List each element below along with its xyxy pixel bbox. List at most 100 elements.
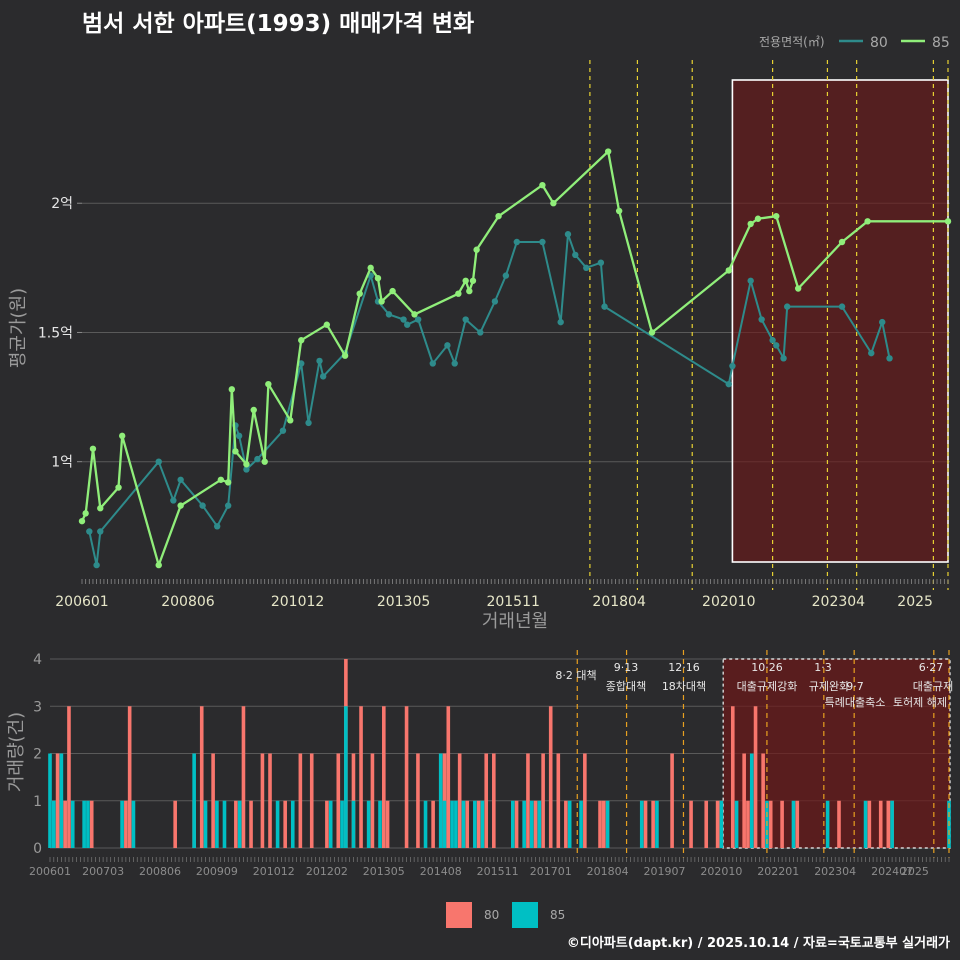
policy-name-label: 규제완화	[809, 680, 849, 693]
bar-80	[385, 800, 390, 848]
bar-80	[670, 753, 674, 848]
bar-80	[598, 800, 602, 848]
bar-85	[120, 800, 124, 848]
data-point-80	[316, 357, 323, 365]
data-point-80	[305, 419, 312, 427]
bar-80	[886, 800, 891, 848]
data-point-85	[82, 510, 89, 517]
bar-80	[211, 753, 215, 848]
bar-x-tick-label: 202010	[700, 865, 742, 878]
y-tick-label: 2억	[51, 196, 73, 212]
policy-date-label: 10·26	[751, 661, 783, 674]
data-point-80	[199, 502, 206, 509]
bar-85	[825, 800, 830, 848]
data-point-80	[235, 432, 243, 440]
data-point-80	[513, 238, 521, 246]
data-point-85	[648, 329, 656, 336]
bar-y-tick-label: 0	[33, 841, 42, 857]
data-point-80	[502, 272, 510, 279]
data-point-80	[414, 316, 422, 323]
data-point-80	[780, 355, 787, 362]
bar-x-tick-label: 200806	[139, 865, 181, 878]
data-point-85	[228, 386, 236, 393]
data-point-85	[411, 311, 418, 318]
bar-x-tick-label: 201408	[420, 865, 462, 878]
series-line-80	[88, 233, 891, 567]
bar-85	[442, 800, 447, 848]
data-point-80	[93, 561, 100, 569]
x-tick-label: 202010	[702, 594, 755, 610]
data-point-80	[298, 360, 305, 367]
data-point-80	[279, 427, 287, 434]
bar-80	[526, 753, 530, 848]
x-tick-label: 2025	[897, 594, 933, 610]
data-point-85	[287, 417, 294, 424]
x-tick-label: 201804	[592, 594, 646, 610]
bar-y-tick-label: 3	[33, 699, 42, 715]
policy-date-label: 8·2 대책	[555, 669, 596, 682]
data-point-80	[177, 476, 184, 483]
data-point-80	[879, 318, 886, 326]
x-tick-label: 202304	[812, 594, 866, 610]
bar-80	[768, 800, 773, 848]
bar-80	[867, 800, 872, 848]
bar-85	[328, 800, 333, 848]
policy-date-label: 1·3	[814, 661, 832, 674]
bar-80	[689, 800, 693, 848]
data-point-80	[539, 238, 546, 246]
data-point-80	[97, 528, 104, 535]
bar-85	[290, 800, 295, 848]
data-point-80	[477, 329, 484, 336]
data-point-80	[224, 502, 232, 509]
data-point-85	[232, 448, 239, 455]
bar-85	[86, 800, 90, 848]
data-point-80	[572, 251, 579, 259]
bar-85	[70, 800, 75, 848]
bar-y-axis-label: 거래량(건)	[6, 712, 27, 792]
bar-85	[351, 800, 356, 848]
data-point-80	[429, 360, 436, 367]
bar-y-tick-label: 1	[33, 794, 42, 810]
data-point-85	[155, 561, 162, 569]
data-point-85	[224, 479, 232, 486]
data-point-85	[747, 220, 754, 228]
bar-x-tick-label: 200909	[196, 865, 238, 878]
data-point-85	[473, 246, 480, 253]
data-point-85	[466, 287, 473, 295]
bar-85	[51, 800, 56, 848]
y-tick-label: 1억	[51, 455, 73, 471]
bar-85	[473, 800, 477, 848]
data-point-85	[217, 476, 225, 483]
data-point-80	[886, 355, 893, 362]
x-tick-label: 200806	[161, 594, 215, 610]
data-point-85	[794, 285, 802, 292]
bar-x-tick-label: 201202	[306, 865, 348, 878]
bar-legend-swatch-80	[446, 902, 472, 928]
data-point-85	[838, 238, 846, 246]
bar-80	[446, 706, 451, 848]
policy-name-label: 대출규제강화	[737, 680, 798, 693]
bar-80	[761, 753, 765, 848]
bar-80	[837, 800, 841, 848]
bar-x-tick-label: 201907	[644, 865, 686, 878]
policy-date-label: 12·16	[668, 661, 700, 674]
data-point-85	[389, 287, 396, 295]
bar-80	[492, 753, 496, 848]
bar-x-tick-label: 201804	[587, 865, 629, 878]
bar-x-tick-label: 200601	[29, 865, 71, 878]
data-point-85	[78, 517, 86, 525]
bar-80	[359, 706, 363, 848]
bar-80	[746, 800, 750, 848]
bar-85	[59, 753, 64, 848]
bar-80	[382, 706, 386, 848]
bar-80	[268, 753, 272, 848]
bar-80	[67, 706, 71, 848]
bar-80	[780, 800, 784, 848]
data-point-80	[400, 316, 407, 323]
policy-date-label: 6·27	[919, 661, 944, 674]
legend: 전용면적(㎡) 80 85	[759, 35, 950, 51]
bar-85	[863, 800, 868, 848]
data-point-80	[254, 455, 261, 463]
bar-80	[124, 800, 128, 848]
data-point-85	[89, 445, 97, 452]
